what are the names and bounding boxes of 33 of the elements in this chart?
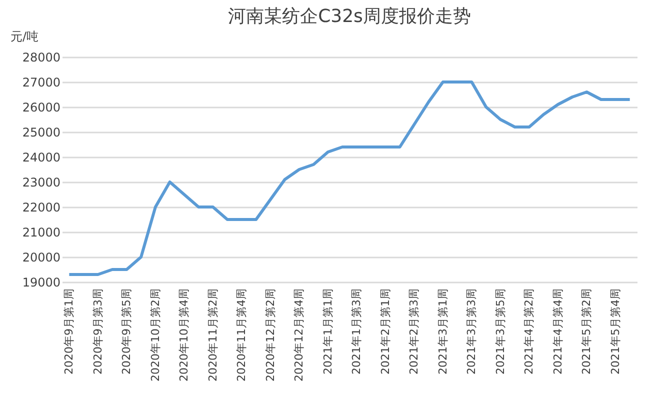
line-series — [68, 80, 632, 276]
x-tick-label: 2020年9月第3周 — [91, 288, 104, 374]
x-tick-label: 2021年3月第3周 — [465, 288, 478, 374]
y-axis-title: 元/吨 — [10, 30, 39, 44]
y-tick-label: 22000 — [22, 200, 60, 214]
x-tick-label: 2021年5月第4周 — [608, 288, 622, 374]
y-tick-label: 21000 — [22, 226, 60, 240]
x-tick-label: 2020年10月第4周 — [178, 288, 191, 382]
x-tick-label: 2021年2月第3周 — [408, 288, 421, 374]
y-tick-label: 28000 — [22, 50, 60, 64]
y-tick-label: 19000 — [22, 276, 60, 290]
y-tick-label: 27000 — [22, 76, 60, 90]
x-tick-label: 2020年9月第1周 — [62, 288, 76, 374]
x-tick-label: 2021年3月第5周 — [494, 288, 507, 374]
y-tick-label: 20000 — [22, 250, 60, 264]
x-tick-label: 2020年9月第5周 — [120, 288, 134, 374]
x-tick-label: 2021年3月第1周 — [436, 288, 450, 374]
x-tick-label: 2021年4月第4周 — [551, 288, 564, 374]
y-tick-label: 23000 — [22, 176, 60, 190]
x-tick-label: 2021年5月第2周 — [580, 288, 594, 374]
y-tick-label: 25000 — [22, 126, 60, 140]
x-tick-label: 2021年1月第3周 — [350, 288, 364, 374]
x-tick-label: 2020年11月第4周 — [235, 288, 248, 382]
chart-title: 河南某纺企C32s周度报价走势 — [228, 6, 471, 27]
x-tick-label: 2020年10月第2周 — [148, 288, 162, 382]
x-tick-label: 2021年2月第1周 — [378, 288, 392, 374]
x-tick-label: 2021年1月第1周 — [321, 288, 334, 374]
y-tick-label: 24000 — [22, 150, 60, 164]
x-tick-label: 2020年11月第2周 — [206, 288, 220, 382]
x-tick-label: 2021年4月第2周 — [522, 288, 536, 374]
y-tick-label: 26000 — [22, 100, 60, 114]
x-tick-label: 2020年12月第2周 — [264, 288, 277, 382]
x-tick-label: 2020年12月第4周 — [292, 288, 306, 382]
